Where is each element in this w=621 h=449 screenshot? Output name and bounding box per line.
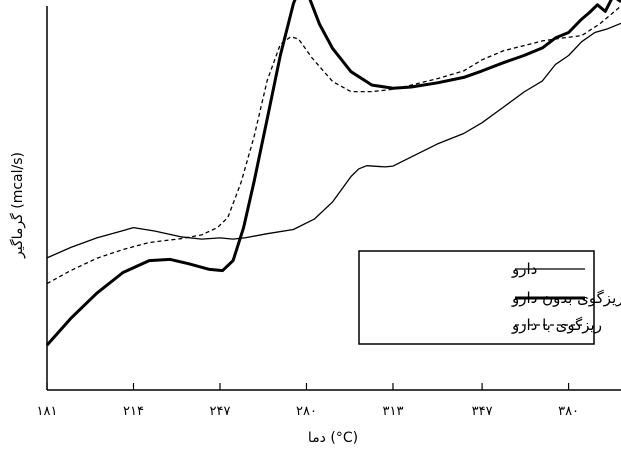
empty-microsphere-series-line (45, 0, 621, 347)
x-tick-label: ۲۴۷ (210, 404, 231, 419)
x-tick-label: ۲۱۴ (123, 404, 144, 419)
legend-label-loaded-microsphere: ریزگوی با دارو (511, 316, 602, 334)
x-tick-label: ۳۱۳ (382, 404, 403, 419)
legend-label-drug: دارو (511, 260, 537, 278)
plot-area: ۱۸۱ ۲۱۴ ۲۴۷ ۲۸۰ ۳۱۳ ۳۴۷ ۳۸۰ (37, 0, 621, 419)
legend: دارو ریزگوی بدون دارو ریزگوی با دارو (358, 250, 621, 345)
legend-label-empty-microsphere: ریزگوی بدون دارو (511, 289, 621, 307)
loaded-microsphere-series-line (46, 5, 621, 285)
x-ticks: ۱۸۱ ۲۱۴ ۲۴۷ ۲۸۰ ۳۱۳ ۳۴۷ ۳۸۰ (37, 383, 579, 419)
series-layer (45, 0, 621, 347)
x-tick-label: ۳۸۰ (558, 404, 579, 419)
drug-series-line (46, 22, 621, 259)
x-tick-label: ۳۴۷ (472, 404, 493, 419)
x-axis-title: دما (°C) (308, 430, 358, 446)
x-tick-label: ۱۸۱ (37, 404, 58, 419)
x-tick-label: ۲۸۰ (296, 404, 317, 419)
y-axis-title: گرماگیر (mcal/s) (9, 152, 26, 259)
